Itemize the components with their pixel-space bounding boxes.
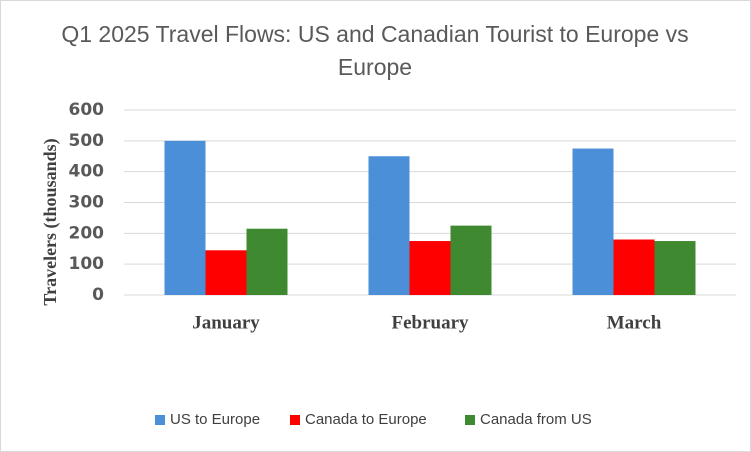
bar: [572, 148, 614, 295]
legend-label: US to Europe: [170, 411, 260, 428]
chart-title: Q1 2025 Travel Flows: US and Canadian To…: [61, 21, 689, 80]
y-tick-label: 500: [69, 131, 105, 151]
bar: [450, 225, 492, 295]
x-tick-label: February: [391, 312, 469, 333]
x-tick-label: March: [607, 312, 662, 333]
y-tick-label: 400: [69, 162, 105, 182]
y-tick-label: 0: [92, 285, 104, 305]
y-tick-label: 100: [69, 254, 105, 274]
y-tick-label: 200: [69, 223, 105, 243]
bar: [368, 156, 410, 295]
bar: [409, 241, 451, 295]
legend-swatch: [465, 415, 475, 425]
y-tick-label: 300: [69, 193, 105, 213]
bar: [246, 228, 288, 295]
bar: [654, 241, 696, 295]
legend-swatch: [155, 415, 165, 425]
legend-label: Canada to Europe: [305, 411, 427, 428]
bar: [164, 140, 206, 295]
y-axis-label: Travelers (thousands): [40, 138, 61, 305]
bar: [613, 239, 655, 295]
legend-label: Canada from US: [480, 411, 592, 428]
x-tick-label: January: [192, 312, 260, 333]
legend-swatch: [290, 415, 300, 425]
y-tick-label: 600: [69, 100, 105, 120]
bar: [205, 250, 247, 295]
